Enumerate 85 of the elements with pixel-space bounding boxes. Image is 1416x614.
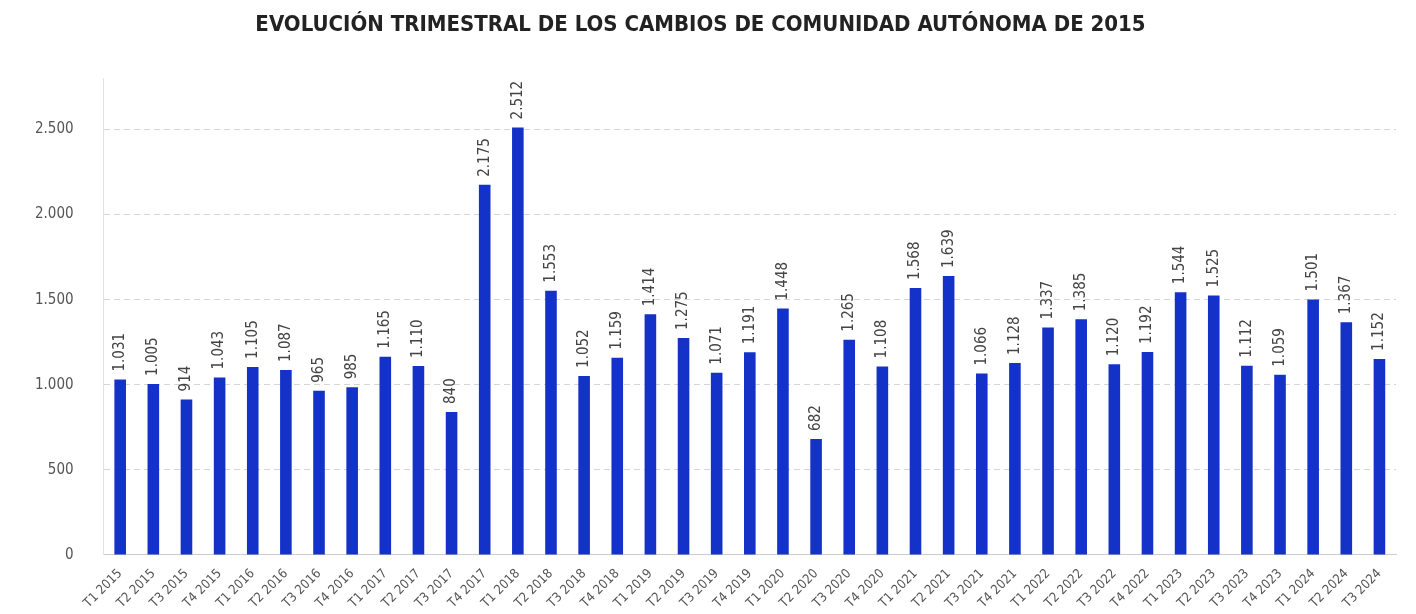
data-label: 2.175	[474, 138, 493, 177]
data-label: 1.105	[242, 320, 261, 359]
bar	[1274, 374, 1286, 555]
data-label: 985	[342, 353, 361, 380]
data-label: 1.192	[1137, 305, 1156, 345]
bar	[346, 387, 358, 555]
bar	[810, 438, 822, 555]
data-label: 1.108	[872, 319, 891, 359]
data-label: 840	[441, 378, 460, 405]
bar	[1009, 362, 1021, 555]
data-label: 1.337	[1037, 280, 1056, 320]
data-label: 1.110	[408, 319, 427, 359]
data-label: 965	[308, 356, 327, 383]
data-label: 1.191	[739, 305, 758, 345]
y-tick-label: 1.000	[35, 374, 74, 393]
bar	[710, 372, 723, 555]
bar	[1042, 327, 1054, 555]
bar	[843, 339, 856, 555]
bar	[280, 369, 292, 555]
data-label: 1.265	[839, 293, 858, 332]
bar	[1141, 352, 1154, 555]
data-label: 2.512	[507, 80, 526, 120]
data-label: 1.087	[275, 323, 294, 362]
data-label: 1.501	[1303, 252, 1322, 292]
data-label: 1.165	[375, 310, 394, 349]
bar	[876, 366, 889, 555]
data-label: 1.414	[640, 267, 659, 307]
bar	[909, 288, 922, 555]
bar	[777, 308, 789, 555]
bar	[213, 377, 226, 555]
bar	[114, 379, 126, 555]
data-label: 1.553	[540, 244, 559, 283]
data-label: 1.544	[1170, 245, 1189, 285]
bar	[1207, 295, 1220, 555]
data-label: 1.367	[1336, 275, 1355, 315]
bar	[478, 184, 491, 555]
data-label: 1.043	[209, 330, 228, 370]
bar	[644, 314, 657, 555]
bar	[1108, 364, 1121, 555]
bar	[412, 366, 425, 555]
chart-title: EVOLUCIÓN TRIMESTRAL DE LOS CAMBIOS DE COMUNIDAD AUTÓNOMA DE 2015	[255, 10, 1146, 36]
bar	[246, 366, 259, 555]
data-label: 1.059	[1269, 328, 1288, 367]
y-tick-label: 500	[47, 459, 74, 478]
bar	[545, 290, 557, 555]
bar	[1075, 319, 1087, 555]
bar	[379, 356, 392, 555]
bar	[445, 412, 458, 555]
data-label: 1.005	[143, 337, 162, 376]
bar	[1340, 322, 1353, 555]
bar	[578, 375, 590, 555]
data-label: 1.159	[607, 311, 626, 350]
y-tick-label: 2.500	[35, 119, 74, 138]
data-label: 1.448	[772, 261, 791, 301]
y-tick-label: 2.000	[35, 204, 74, 223]
bar	[1307, 299, 1319, 555]
data-label: 1.639	[938, 229, 957, 269]
bar	[611, 357, 624, 555]
data-label: 1.120	[1104, 317, 1123, 357]
data-label: 1.275	[673, 291, 692, 330]
y-tick-label: 1.500	[35, 289, 74, 308]
bar	[677, 337, 690, 555]
bar	[1241, 365, 1253, 555]
data-label: 1.128	[1004, 316, 1023, 355]
data-label: 914	[176, 365, 195, 392]
bar	[1174, 292, 1187, 555]
bar	[1373, 358, 1386, 555]
data-label: 1.112	[1236, 319, 1255, 358]
data-label: 1.052	[574, 329, 593, 368]
data-label: 1.385	[1071, 272, 1090, 312]
data-label: 1.568	[905, 241, 924, 281]
bar	[313, 390, 325, 555]
data-label: 1.071	[706, 326, 725, 365]
bar	[975, 373, 988, 555]
data-label: 1.152	[1369, 312, 1388, 351]
data-label: 1.525	[1203, 248, 1222, 288]
y-tick-label: 0	[65, 544, 74, 563]
bar	[744, 352, 756, 555]
bar	[147, 383, 160, 555]
bar	[942, 276, 955, 555]
bar	[180, 399, 193, 555]
data-label: 1.066	[971, 326, 990, 366]
bar	[512, 127, 524, 555]
data-label: 1.031	[110, 332, 129, 372]
data-label: 682	[805, 405, 824, 431]
